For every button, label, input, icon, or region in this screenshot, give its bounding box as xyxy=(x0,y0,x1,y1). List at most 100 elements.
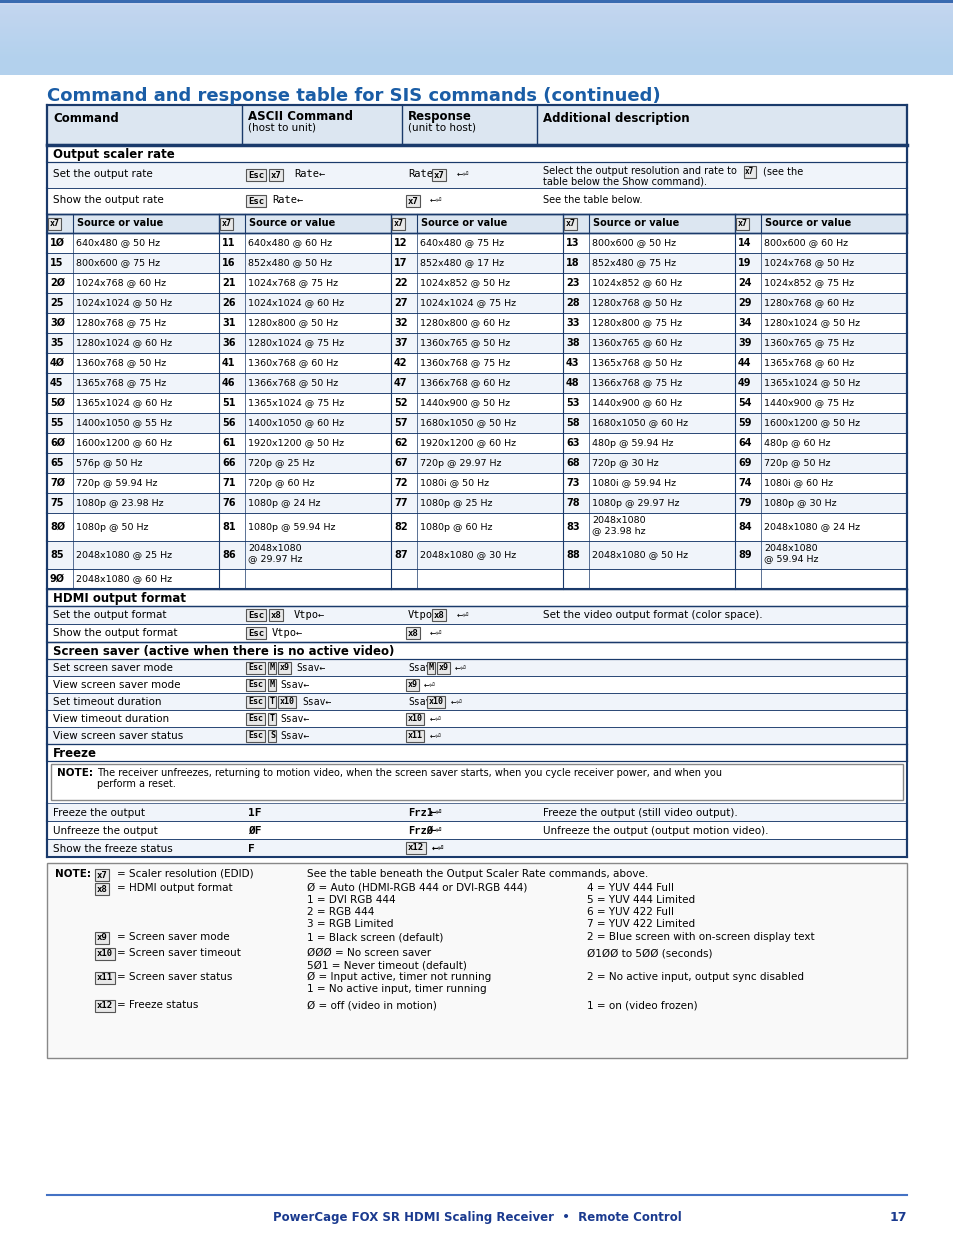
Text: x7: x7 xyxy=(408,196,418,205)
Text: 45: 45 xyxy=(50,378,64,388)
Text: 1366x768 @ 60 Hz: 1366x768 @ 60 Hz xyxy=(419,378,510,388)
Text: Freeze: Freeze xyxy=(53,747,97,760)
Text: @ 23.98 hz: @ 23.98 hz xyxy=(592,526,645,535)
Text: 29: 29 xyxy=(738,298,751,308)
Text: ←⏎: ←⏎ xyxy=(423,680,436,690)
Text: 1280x800 @ 75 Hz: 1280x800 @ 75 Hz xyxy=(592,319,681,327)
Text: 34: 34 xyxy=(738,317,751,329)
Bar xyxy=(47,710,906,727)
Bar xyxy=(47,293,906,312)
Text: Ssav←: Ssav← xyxy=(280,731,309,741)
Text: 2048x1080: 2048x1080 xyxy=(763,543,817,553)
Text: Command and response table for SIS commands (continued): Command and response table for SIS comma… xyxy=(47,86,659,105)
Text: Frz1: Frz1 xyxy=(408,808,433,818)
Text: x9: x9 xyxy=(97,934,108,942)
Text: 1360x768 @ 60 Hz: 1360x768 @ 60 Hz xyxy=(248,358,338,368)
Text: Set screen saver mode: Set screen saver mode xyxy=(53,663,172,673)
Text: Esc: Esc xyxy=(248,697,263,706)
Text: 480p @ 59.94 Hz: 480p @ 59.94 Hz xyxy=(592,438,673,447)
Text: 1 = Black screen (default): 1 = Black screen (default) xyxy=(307,932,443,942)
Text: View screen saver mode: View screen saver mode xyxy=(53,680,180,690)
Text: Vtpo: Vtpo xyxy=(408,610,433,620)
Text: 480p @ 60 Hz: 480p @ 60 Hz xyxy=(763,438,830,447)
Bar xyxy=(47,233,906,253)
Text: ←⏎: ←⏎ xyxy=(430,826,442,836)
Bar xyxy=(47,273,906,293)
Bar xyxy=(47,589,906,606)
Text: 58: 58 xyxy=(565,417,579,429)
Text: x7: x7 xyxy=(744,168,754,177)
Text: x12: x12 xyxy=(97,1002,113,1010)
Text: 27: 27 xyxy=(394,298,407,308)
Text: 1360x765 @ 75 Hz: 1360x765 @ 75 Hz xyxy=(763,338,853,347)
Text: Set the output rate: Set the output rate xyxy=(53,169,152,179)
Text: 78: 78 xyxy=(565,498,579,508)
Text: 26: 26 xyxy=(222,298,235,308)
Text: x10: x10 xyxy=(97,950,113,958)
Text: 720p @ 25 Hz: 720p @ 25 Hz xyxy=(248,458,314,468)
Bar xyxy=(47,513,906,541)
Text: Show the output rate: Show the output rate xyxy=(53,195,164,205)
Text: x7: x7 xyxy=(271,170,281,179)
Text: 1024x852 @ 75 Hz: 1024x852 @ 75 Hz xyxy=(763,279,853,288)
Text: Ssav: Ssav xyxy=(408,697,431,706)
Text: 17: 17 xyxy=(394,258,407,268)
Text: 56: 56 xyxy=(222,417,235,429)
Text: Vtpo←: Vtpo← xyxy=(272,629,303,638)
Text: 25: 25 xyxy=(50,298,64,308)
Text: 1080p @ 25 Hz: 1080p @ 25 Hz xyxy=(419,499,492,508)
Text: ←⏎: ←⏎ xyxy=(456,169,469,179)
Text: = HDMI output format: = HDMI output format xyxy=(117,883,233,893)
Text: 1365x768 @ 75 Hz: 1365x768 @ 75 Hz xyxy=(76,378,166,388)
Text: 852x480 @ 17 Hz: 852x480 @ 17 Hz xyxy=(419,258,503,268)
Text: 1024x852 @ 50 Hz: 1024x852 @ 50 Hz xyxy=(419,279,510,288)
Text: See the table below.: See the table below. xyxy=(542,195,641,205)
Text: 1024x768 @ 60 Hz: 1024x768 @ 60 Hz xyxy=(76,279,166,288)
Text: View timeout duration: View timeout duration xyxy=(53,714,169,724)
Text: Screen saver (active when there is no active video): Screen saver (active when there is no ac… xyxy=(53,645,394,658)
Text: 85: 85 xyxy=(50,550,64,559)
Text: Set the video output format (color space).: Set the video output format (color space… xyxy=(542,610,761,620)
Text: ØØØ = No screen saver: ØØØ = No screen saver xyxy=(307,948,431,958)
Text: Esc: Esc xyxy=(248,680,263,689)
Text: Esc: Esc xyxy=(248,170,264,179)
Text: 2048x1080: 2048x1080 xyxy=(592,516,645,525)
Text: 852x480 @ 50 Hz: 852x480 @ 50 Hz xyxy=(248,258,332,268)
Text: 51: 51 xyxy=(222,398,235,408)
Text: 1024x1024 @ 60 Hz: 1024x1024 @ 60 Hz xyxy=(248,299,344,308)
Text: 1365x768 @ 60 Hz: 1365x768 @ 60 Hz xyxy=(763,358,853,368)
Text: 800x600 @ 75 Hz: 800x600 @ 75 Hz xyxy=(76,258,160,268)
Text: 1920x1200 @ 60 Hz: 1920x1200 @ 60 Hz xyxy=(419,438,516,447)
Text: 1 = on (video frozen): 1 = on (video frozen) xyxy=(586,1000,697,1010)
Bar xyxy=(47,727,906,743)
Text: 48: 48 xyxy=(565,378,579,388)
Text: Ø = off (video in motion): Ø = off (video in motion) xyxy=(307,1000,436,1010)
Text: 1080p @ 60 Hz: 1080p @ 60 Hz xyxy=(419,522,492,531)
Text: 1360x765 @ 60 Hz: 1360x765 @ 60 Hz xyxy=(592,338,681,347)
Text: 49: 49 xyxy=(738,378,751,388)
Text: 1 = No active input, timer running: 1 = No active input, timer running xyxy=(307,984,486,994)
Text: x7: x7 xyxy=(97,871,108,879)
Text: 1Ø: 1Ø xyxy=(50,238,65,248)
Text: x7: x7 xyxy=(565,219,576,228)
Text: Set timeout duration: Set timeout duration xyxy=(53,697,161,706)
Text: = Freeze status: = Freeze status xyxy=(117,1000,198,1010)
Bar xyxy=(0,0,953,2)
Text: 54: 54 xyxy=(738,398,751,408)
Text: 640x480 @ 60 Hz: 640x480 @ 60 Hz xyxy=(248,238,332,247)
Text: Select the output resolution and rate to: Select the output resolution and rate to xyxy=(542,165,736,177)
Text: 71: 71 xyxy=(222,478,235,488)
Text: 2 = RGB 444: 2 = RGB 444 xyxy=(307,906,374,918)
Text: View screen saver status: View screen saver status xyxy=(53,731,183,741)
Text: 1024x852 @ 60 Hz: 1024x852 @ 60 Hz xyxy=(592,279,681,288)
Text: 1280x800 @ 60 Hz: 1280x800 @ 60 Hz xyxy=(419,319,510,327)
Bar xyxy=(47,821,906,839)
Text: 1080p @ 59.94 Hz: 1080p @ 59.94 Hz xyxy=(248,522,335,531)
Text: 81: 81 xyxy=(222,522,235,532)
Text: 1080i @ 59.94 Hz: 1080i @ 59.94 Hz xyxy=(592,478,676,488)
Bar xyxy=(47,493,906,513)
Text: ←⏎: ←⏎ xyxy=(430,714,441,724)
Bar xyxy=(47,606,906,624)
Text: 1680x1050 @ 50 Hz: 1680x1050 @ 50 Hz xyxy=(419,419,516,427)
Text: 33: 33 xyxy=(565,317,578,329)
